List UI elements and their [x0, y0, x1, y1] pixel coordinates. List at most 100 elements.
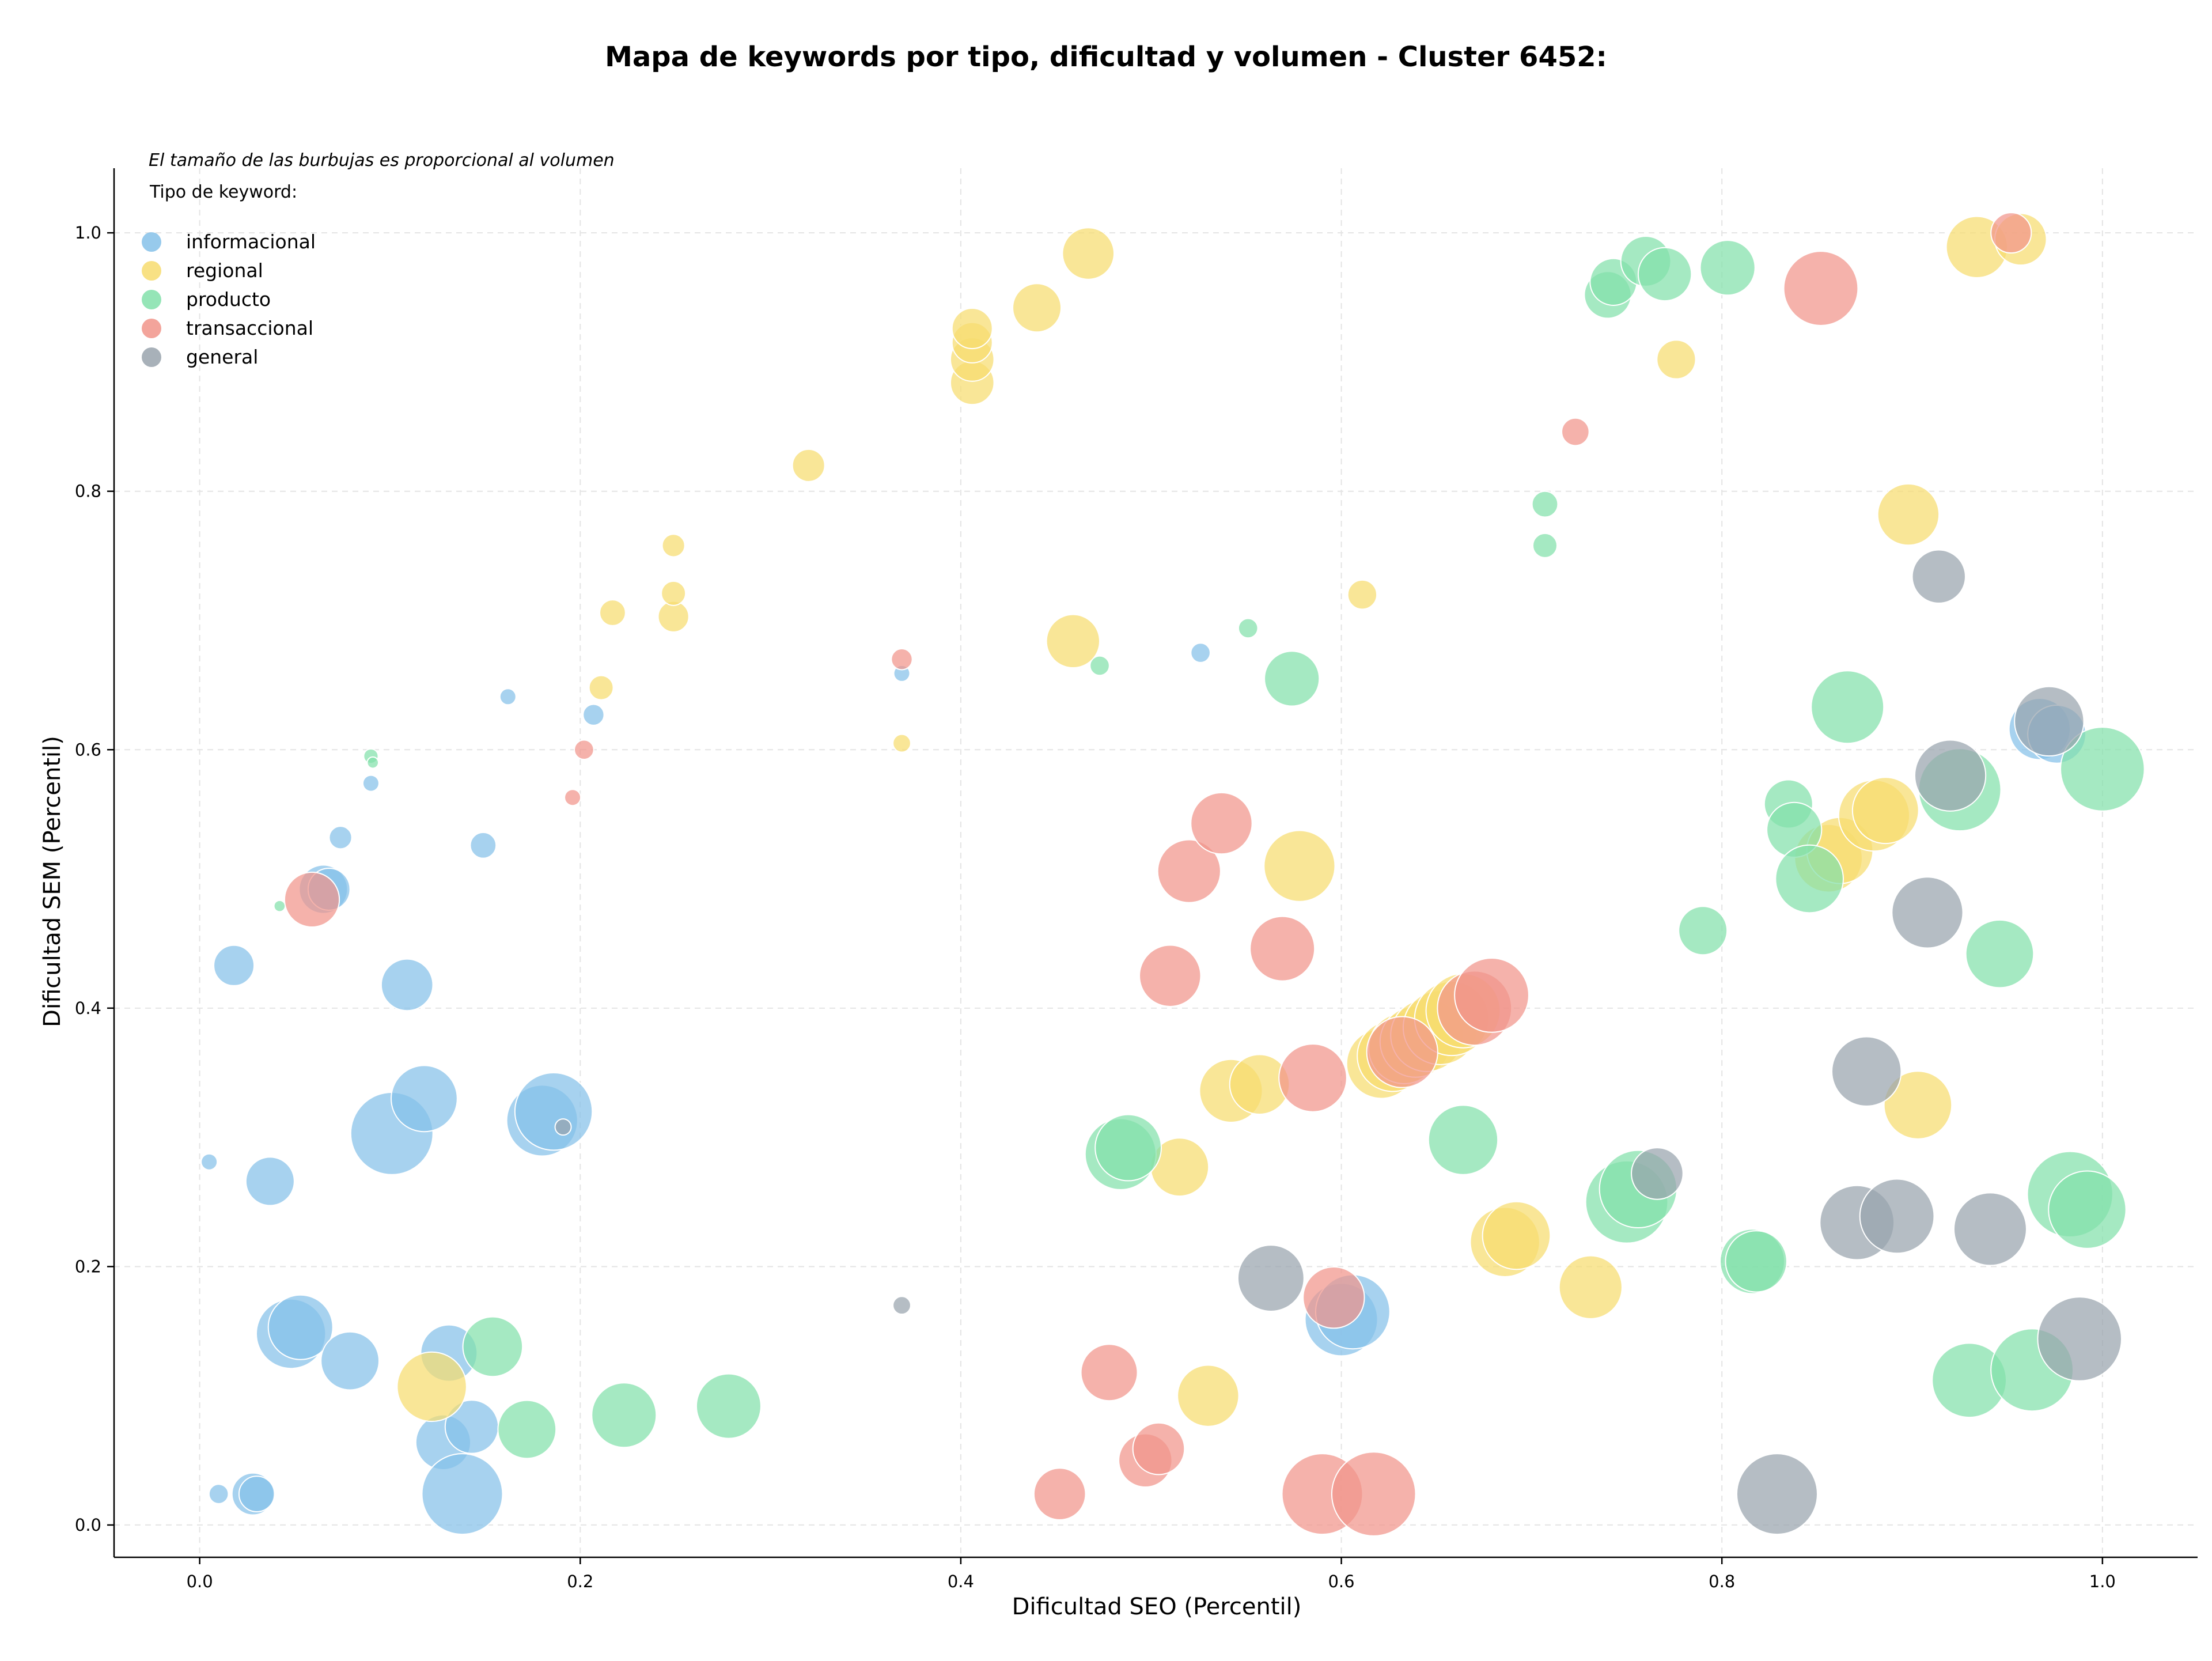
- bubble-regional-32: [1656, 339, 1696, 380]
- bubble-producto-28: [1810, 670, 1885, 744]
- bubble-producto-3: [462, 1316, 524, 1378]
- bubble-transaccional-19: [1561, 417, 1590, 447]
- bubble-informacional-10: [328, 826, 353, 850]
- bubble-informacional-21: [499, 688, 517, 706]
- bubble-informacional-7: [267, 1294, 334, 1360]
- bubble-regional-11: [951, 308, 993, 350]
- bubble-regional-20: [1347, 579, 1378, 610]
- bubble-producto-31: [1965, 919, 2035, 989]
- legend-label-informacional: informacional: [186, 230, 316, 253]
- bubble-regional-13: [1046, 614, 1101, 669]
- x-tick-label-5: 1.0: [2089, 1572, 2116, 1591]
- bubble-general-4: [1736, 1453, 1818, 1535]
- bubble-regional-16: [1177, 1364, 1240, 1427]
- bubble-producto-4: [497, 1399, 557, 1459]
- y-tick-label-3: 0.6: [75, 740, 101, 759]
- bubble-producto-27: [1775, 844, 1844, 914]
- legend-label-regional: regional: [186, 259, 263, 282]
- bubble-general-13: [2037, 1296, 2123, 1382]
- bubble-regional-0: [396, 1351, 467, 1422]
- bubble-general-9: [1911, 549, 1966, 604]
- bubble-transaccional-10: [1190, 792, 1253, 855]
- bubble-producto-6: [695, 1373, 762, 1439]
- bubble-producto-21: [1678, 906, 1728, 956]
- bubble-producto-9: [1094, 1114, 1162, 1182]
- bubble-transaccional-7: [1132, 1422, 1185, 1475]
- bubble-transaccional-3: [891, 648, 913, 671]
- bubble-transaccional-11: [1249, 915, 1316, 982]
- bubble-transaccional-1: [564, 789, 582, 807]
- bubble-regional-1: [588, 675, 614, 701]
- bubble-producto-24: [1725, 1230, 1787, 1293]
- bubble-producto-5: [591, 1382, 657, 1448]
- bubble-regional-14: [1062, 227, 1115, 280]
- bubble-informacional-11: [320, 1331, 380, 1391]
- legend-title: Tipo de keyword:: [149, 182, 297, 202]
- bubble-producto-22: [1699, 240, 1756, 296]
- bubble-informacional-12: [362, 774, 380, 792]
- bubbles: [200, 212, 2145, 1537]
- bubble-producto-7: [1089, 655, 1110, 676]
- chart-title: Mapa de keywords por tipo, dificultad y …: [605, 41, 1607, 73]
- legend-label-transaccional: transaccional: [186, 317, 313, 339]
- x-tick-label-3: 0.6: [1328, 1572, 1354, 1591]
- bubble-informacional-20: [469, 831, 497, 859]
- bubble-regional-38: [1883, 1070, 1953, 1140]
- bubble-regional-30: [1482, 1201, 1551, 1270]
- bubble-transaccional-12: [1278, 1043, 1347, 1113]
- bubble-informacional-1: [208, 1484, 229, 1504]
- bubble-general-0: [554, 1118, 572, 1136]
- bubble-transaccional-4: [1033, 1467, 1086, 1520]
- bubble-informacional-5: [245, 1156, 295, 1206]
- legend: Tipo de keyword: informacional regional pr…: [142, 182, 316, 368]
- bubble-general-2: [1237, 1244, 1305, 1312]
- y-tick-label-5: 1.0: [75, 223, 101, 243]
- bubble-regional-2: [599, 599, 626, 626]
- bubble-transaccional-20: [1783, 251, 1859, 326]
- bubble-general-6: [1831, 1036, 1902, 1107]
- bubble-informacional-26: [1190, 642, 1211, 663]
- bubble-informacional-23: [514, 1072, 593, 1151]
- legend-label-producto: producto: [186, 288, 271, 311]
- bubble-regional-31: [1558, 1255, 1623, 1319]
- bubble-transaccional-15: [1331, 1451, 1416, 1537]
- y-tick-label-1: 0.2: [75, 1257, 101, 1276]
- y-tick-label-0: 0.0: [75, 1515, 101, 1535]
- bubble-producto-14: [1532, 532, 1558, 558]
- bubble-producto-2: [366, 756, 380, 769]
- bubble-general-8: [1891, 876, 1964, 949]
- bubble-regional-19: [1263, 830, 1336, 902]
- bubble-transaccional-8: [1139, 944, 1202, 1007]
- bubble-general-10: [1914, 739, 1987, 812]
- bubble-transaccional-14: [1302, 1266, 1365, 1329]
- bubble-general-1: [892, 1296, 911, 1315]
- bubble-general-7: [1859, 1178, 1935, 1254]
- bubble-informacional-18: [421, 1453, 503, 1535]
- x-axis-label: Dificultad SEO (Percentil): [1012, 1594, 1302, 1620]
- bubble-producto-12: [1427, 1104, 1499, 1175]
- bubble-transaccional-2: [574, 739, 594, 760]
- bubble-informacional-3: [238, 1475, 275, 1512]
- bubble-producto-10: [1237, 618, 1259, 639]
- bubble-regional-7: [892, 733, 911, 753]
- legend-marker-regional: [142, 261, 161, 281]
- x-tick-label-4: 0.8: [1709, 1572, 1735, 1591]
- bubble-general-12: [2014, 686, 2085, 757]
- y-tick-label-2: 0.4: [75, 998, 101, 1018]
- legend-marker-general: [142, 347, 161, 367]
- bubble-transaccional-9: [1157, 839, 1221, 903]
- legend-marker-transaccional: [142, 319, 161, 338]
- bubble-regional-12: [1012, 283, 1062, 333]
- x-tick-label-1: 0.2: [567, 1572, 593, 1591]
- y-tick-label-4: 0.8: [75, 482, 101, 501]
- bubble-regional-5: [661, 534, 685, 558]
- legend-marker-producto: [142, 290, 161, 309]
- bubble-informacional-24: [582, 703, 605, 726]
- bubble-regional-37: [1877, 483, 1940, 546]
- bubble-producto-0: [273, 899, 286, 913]
- bubble-producto-20: [1637, 247, 1692, 302]
- axes: 0.0 0.2 0.4 0.6 0.8 1.0 0.0 0.2 0.4 0.6 0.8 1.0: [75, 168, 2198, 1591]
- bubble-transaccional-0: [283, 871, 340, 928]
- y-axis-label: Dificultad SEM (Percentil): [39, 736, 66, 1027]
